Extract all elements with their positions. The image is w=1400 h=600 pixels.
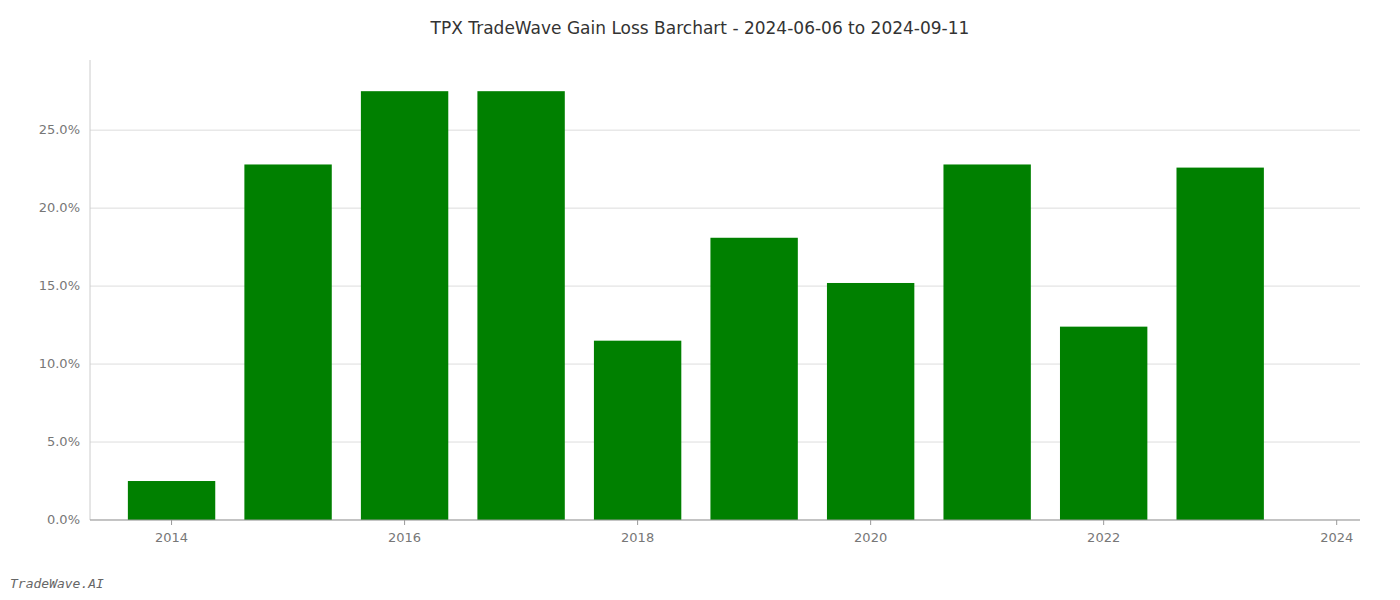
bar [244, 164, 331, 520]
x-tick-label: 2020 [854, 530, 887, 545]
y-tick-label: 20.0% [39, 200, 80, 215]
x-tick [870, 520, 871, 525]
x-tick [637, 520, 638, 525]
x-tick-label: 2022 [1087, 530, 1120, 545]
title: TPX TradeWave Gain Loss Barchart - 2024-… [430, 18, 970, 38]
x-tick [1336, 520, 1337, 525]
x-axis: 2014 2016 2018 2020 2022 2024 [90, 520, 1360, 545]
bar [594, 341, 681, 520]
x-tick-label: 2018 [621, 530, 654, 545]
y-axis-line [90, 60, 91, 520]
chart: TPX TradeWave Gain Loss Barchart - 2024-… [0, 0, 1400, 600]
y-tick-label: 10.0% [39, 356, 80, 371]
y-tick-label: 25.0% [39, 122, 80, 137]
x-tick-label: 2016 [388, 530, 421, 545]
bars [128, 91, 1264, 520]
grid-line [90, 520, 1360, 521]
bar [1176, 168, 1263, 520]
y-tick-label: 15.0% [39, 278, 80, 293]
bar [943, 164, 1030, 520]
grid-line [90, 130, 1360, 131]
x-axis-line [90, 520, 1360, 521]
bar [827, 283, 914, 520]
y-tick-label: 5.0% [47, 434, 80, 449]
x-tick [404, 520, 405, 525]
x-tick [1103, 520, 1104, 525]
bar [1060, 327, 1147, 520]
y-axis: 0.0% 5.0% 10.0% 15.0% 20.0% 25.0% [39, 60, 1360, 527]
bar [710, 238, 797, 520]
x-tick-label: 2014 [155, 530, 188, 545]
x-tick-label: 2024 [1320, 530, 1353, 545]
bar [477, 91, 564, 520]
bar [361, 91, 448, 520]
footer: TradeWave.AI [10, 576, 104, 591]
x-tick [171, 520, 172, 525]
y-tick-label: 0.0% [47, 512, 80, 527]
bar [128, 481, 215, 520]
